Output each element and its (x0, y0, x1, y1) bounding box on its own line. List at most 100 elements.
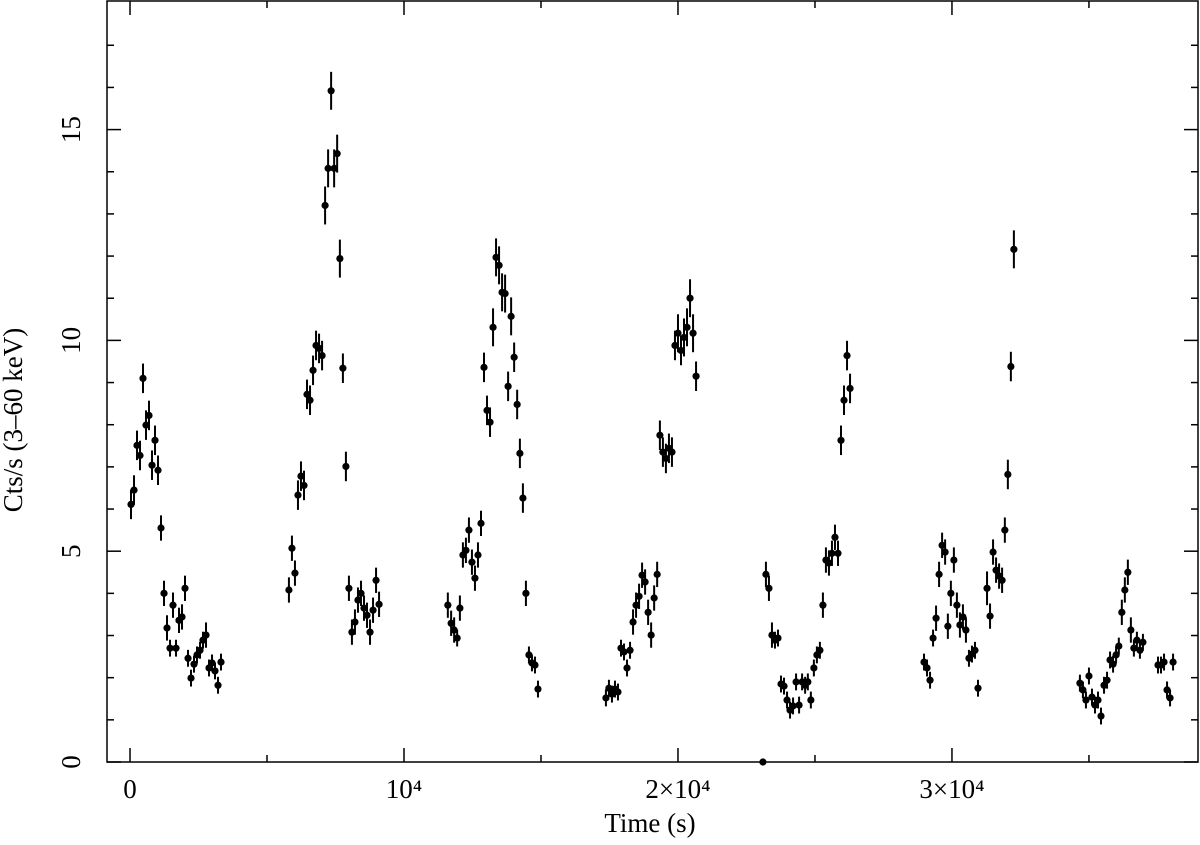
data-point (935, 570, 943, 578)
data-point (160, 589, 168, 597)
data-point (148, 461, 156, 469)
data-point (846, 384, 854, 393)
data-point (635, 592, 643, 600)
data-point (944, 622, 952, 630)
data-point (953, 601, 961, 609)
data-point (789, 702, 797, 710)
data-point (1004, 470, 1012, 479)
data-point (605, 684, 613, 692)
data-point (1010, 245, 1018, 253)
data-point (671, 341, 679, 350)
data-point (324, 164, 332, 172)
data-point (653, 570, 661, 578)
data-point (762, 570, 770, 578)
data-point (683, 323, 691, 331)
data-point (369, 606, 377, 614)
data-point (659, 448, 667, 456)
data-point (1085, 672, 1093, 680)
data-point (632, 601, 640, 609)
data-point (339, 364, 347, 372)
data-point (139, 374, 147, 382)
y-tick-label: 0 (56, 755, 86, 769)
data-point (178, 613, 186, 621)
data-point (330, 164, 338, 172)
data-point (1076, 679, 1084, 687)
x-tick-label: 2×10⁴ (645, 774, 710, 804)
data-point (1169, 658, 1177, 666)
data-point (291, 569, 299, 577)
data-point (522, 589, 530, 597)
data-point (315, 344, 323, 353)
data-point (142, 421, 150, 429)
data-point (623, 664, 631, 672)
data-point (947, 589, 955, 597)
data-point (501, 289, 509, 298)
y-tick-label: 5 (56, 544, 86, 558)
data-point (1082, 696, 1090, 704)
data-point (327, 87, 335, 95)
data-point (154, 466, 162, 474)
data-point (686, 294, 694, 302)
data-point (1001, 526, 1009, 534)
data-point (516, 449, 524, 457)
data-point (620, 648, 628, 656)
data-point (810, 664, 818, 672)
data-point (1124, 568, 1132, 576)
data-point (929, 634, 937, 642)
data-point (843, 351, 851, 360)
data-point (519, 494, 527, 502)
data-point (938, 541, 946, 549)
data-point (342, 462, 350, 471)
data-point (133, 441, 141, 449)
data-point (825, 559, 833, 567)
data-point (662, 454, 670, 463)
data-point (989, 548, 997, 556)
data-point (992, 566, 1000, 574)
data-point (795, 701, 803, 709)
data-point (297, 472, 305, 480)
data-point (950, 556, 958, 564)
data-point (456, 604, 464, 612)
data-point (294, 491, 302, 499)
data-point (807, 696, 815, 704)
data-point (692, 372, 700, 380)
data-point (525, 651, 533, 659)
data-point (674, 329, 682, 337)
plot-frame (106, 0, 1199, 763)
data-point (1130, 644, 1138, 652)
data-point (1160, 658, 1168, 666)
data-point (336, 255, 344, 263)
data-point (345, 584, 353, 592)
data-point (489, 323, 497, 331)
y-tick-label: 15 (56, 116, 86, 143)
x-tick-label: 0 (123, 774, 137, 804)
data-point (647, 631, 655, 639)
data-point (819, 601, 827, 609)
data-point (145, 411, 153, 420)
data-point (656, 431, 664, 439)
data-point (626, 646, 634, 654)
data-point (650, 594, 658, 602)
data-point (151, 436, 159, 444)
data-point (986, 612, 994, 620)
data-point (614, 688, 622, 696)
data-point (468, 558, 476, 566)
data-point (641, 578, 649, 586)
data-point (765, 584, 773, 592)
data-point (486, 418, 494, 426)
data-point (354, 596, 362, 604)
data-point (956, 621, 964, 629)
data-point (959, 613, 967, 621)
data-point (214, 681, 222, 689)
data-point (190, 660, 198, 668)
data-point (1079, 686, 1087, 694)
data-point (644, 608, 652, 616)
data-point (465, 526, 473, 534)
data-point (363, 611, 371, 619)
data-point (513, 400, 521, 409)
data-point (483, 406, 491, 414)
data-point (1127, 626, 1135, 634)
data-point (1133, 636, 1141, 644)
data-point (792, 678, 800, 686)
data-point (366, 628, 374, 636)
